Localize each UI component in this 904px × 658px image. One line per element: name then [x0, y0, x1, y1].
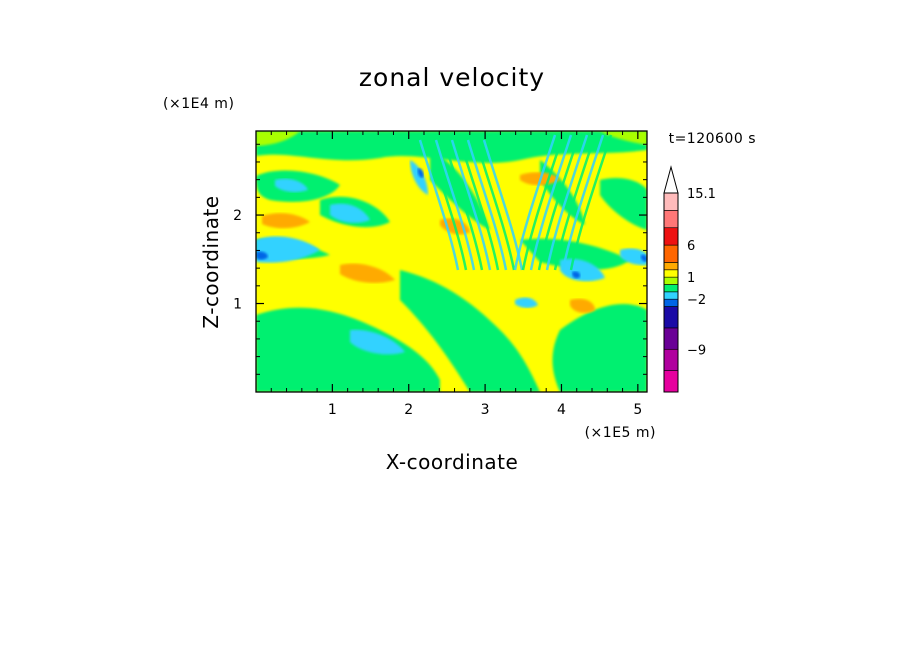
wave-striation: [450, 139, 492, 271]
wave-striation: [466, 139, 508, 271]
wave-striation: [529, 134, 573, 271]
colorbar-bin: [663, 327, 679, 350]
wave-striation: [442, 139, 484, 271]
colorbar-bin: [663, 269, 679, 278]
wave-striation: [521, 134, 565, 271]
colorbar-bin: [663, 227, 679, 246]
field-contour: [410, 160, 428, 195]
wave-striation: [545, 134, 589, 271]
field-contour: [600, 131, 647, 145]
colorbar-bin: [663, 244, 679, 263]
colorbar-frame: [663, 192, 679, 393]
wave-striation: [537, 134, 581, 271]
colorbar-tick-label: 1: [687, 271, 695, 286]
wave-striation: [474, 139, 516, 271]
field-contour: [515, 297, 538, 308]
x-tick-label: 1: [328, 402, 337, 418]
field-contour: [256, 131, 300, 146]
field-contour: [330, 203, 370, 223]
colorbar-bin: [663, 348, 679, 371]
colorbar-bin: [663, 291, 679, 300]
wave-striation: [569, 134, 613, 271]
wave-striation: [418, 139, 460, 271]
field-contour: [572, 271, 581, 279]
x-unit-label: (×1E5 m): [585, 425, 656, 441]
colorbar-bin: [663, 284, 679, 293]
field-contour: [640, 254, 647, 262]
field-contour: [262, 213, 310, 229]
colorbar-bin: [663, 210, 679, 229]
time-label: t=120600 s: [669, 131, 756, 147]
velocity-field: [256, 131, 647, 392]
field-contour: [417, 168, 424, 178]
colorbar-bin: [663, 276, 679, 285]
wave-striation: [458, 139, 500, 271]
y-tick-label: 1: [233, 297, 242, 313]
colorbar-bin: [663, 370, 679, 393]
wave-striation: [426, 139, 468, 271]
x-axis-label: X-coordinate: [386, 450, 519, 474]
field-contour: [275, 178, 308, 193]
field-contour: [552, 304, 647, 392]
colorbar-bin: [663, 306, 679, 329]
colorbar-tick-label: 6: [687, 239, 695, 254]
field-contour: [256, 307, 440, 392]
x-tick-label: 5: [633, 402, 642, 418]
wave-striation: [553, 134, 597, 271]
field-contour: [340, 263, 395, 283]
colorbar-bin: [663, 262, 679, 271]
colorbar-tick-label: −2: [687, 293, 706, 308]
field-contour: [620, 248, 647, 266]
chart-title: zonal velocity: [359, 63, 545, 92]
x-tick-label: 3: [481, 402, 490, 418]
wave-striation: [513, 134, 557, 271]
y-axis-label: Z-coordinate: [199, 195, 223, 328]
field-contour: [350, 329, 405, 355]
colorbar-tick-label: −9: [687, 343, 706, 358]
colorbar: 15.1 6 1 −2 −9: [663, 165, 716, 393]
x-axis: 1 2 3 4 5: [270, 131, 642, 418]
x-tick-label: 4: [557, 402, 566, 418]
field-contour: [570, 298, 595, 313]
y-tick-label: 2: [233, 208, 242, 224]
colorbar-bin: [663, 298, 679, 307]
y-axis: 12: [233, 143, 647, 375]
colorbar-bin: [663, 192, 679, 211]
plot-frame: [255, 130, 648, 393]
field-contour: [400, 270, 540, 392]
colorbar-tick-label: 15.1: [687, 187, 716, 202]
field-contour: [256, 251, 268, 260]
colorbar-extend-arrow: [663, 165, 679, 194]
x-tick-label: 2: [404, 402, 413, 418]
y-unit-label: (×1E4 m): [163, 96, 234, 112]
field-contour: [600, 178, 647, 230]
wave-striation: [434, 139, 476, 271]
wave-striation: [561, 134, 605, 271]
field-contour: [256, 236, 320, 263]
